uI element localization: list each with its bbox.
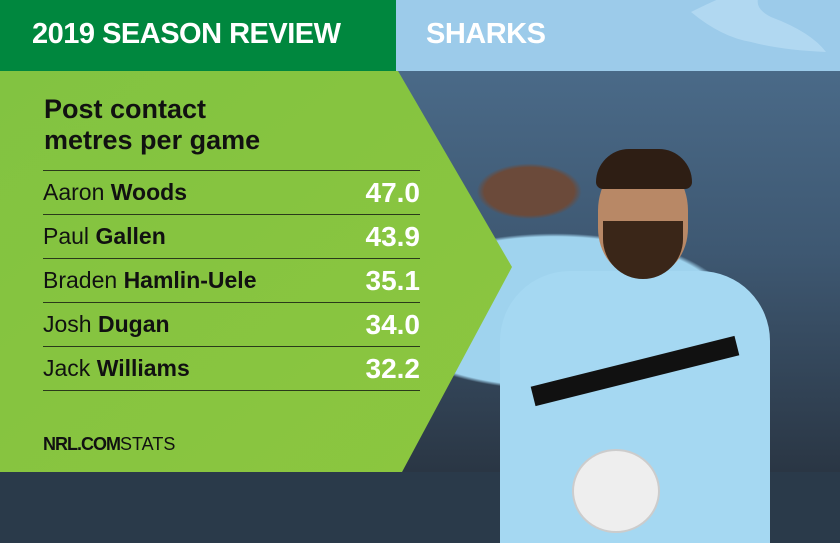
player-name: Aaron Woods [43, 179, 187, 205]
player-value: 47.0 [365, 176, 421, 208]
table-row: Jack Williams 32.2 [43, 347, 420, 391]
stats-table: Aaron Woods 47.0 Paul Gallen 43.9 Braden H… [43, 170, 420, 391]
player-value: 43.9 [365, 220, 421, 252]
player-name: Jack Williams [43, 355, 190, 381]
player-name: Braden Hamlin-Uele [43, 267, 257, 293]
player-value: 35.1 [365, 264, 421, 296]
player-name: Paul Gallen [43, 223, 166, 249]
team-name: SHARKS [426, 18, 546, 50]
shark-logo-icon [691, 0, 826, 52]
table-row: Braden Hamlin-Uele 35.1 [43, 259, 420, 303]
green-panel [0, 71, 512, 472]
stat-title-line2: metres per game [44, 125, 261, 155]
player-value: 32.2 [365, 352, 421, 384]
stat-title-line1: Post contact [44, 94, 207, 124]
player-value: 34.0 [365, 308, 421, 340]
football [572, 449, 660, 533]
table-row: Aaron Woods 47.0 [43, 171, 420, 215]
nrl-stats-logo: NRL.COMSTATS [43, 434, 176, 454]
table-row: Paul Gallen 43.9 [43, 215, 420, 259]
team-banner: SHARKS [396, 0, 840, 71]
player-hair [596, 149, 692, 189]
player-name: Josh Dugan [43, 311, 170, 337]
header-banner: 2019 SEASON REVIEW [0, 0, 396, 71]
stat-title: Post contact metres per game [44, 94, 260, 156]
table-row: Josh Dugan 34.0 [43, 303, 420, 347]
header-title: 2019 SEASON REVIEW [32, 18, 341, 50]
